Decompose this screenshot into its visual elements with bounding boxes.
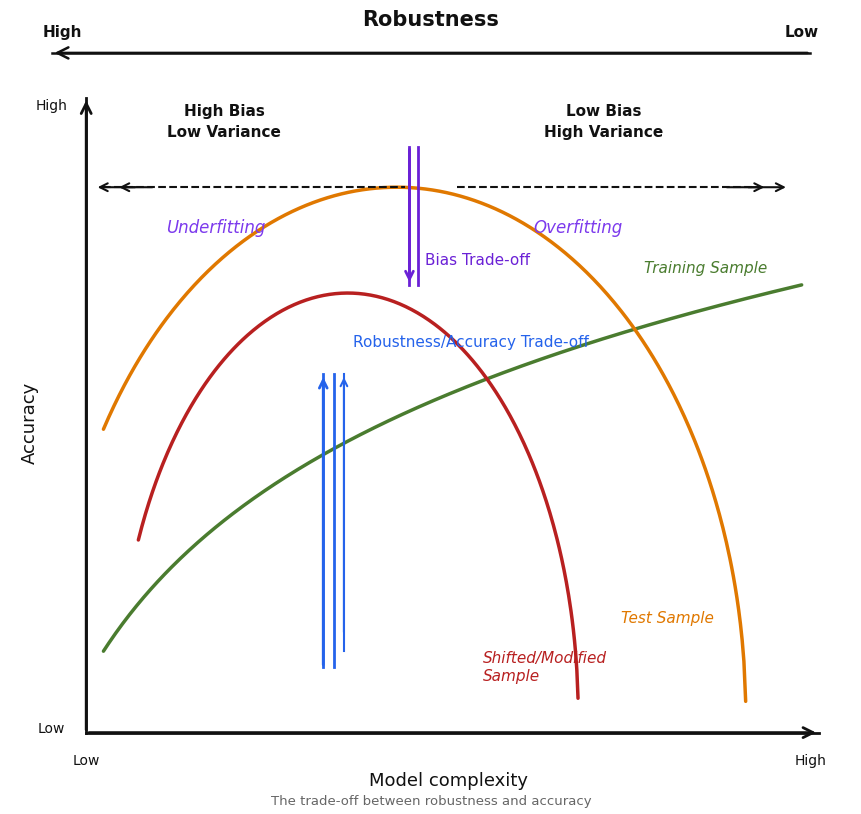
Text: Model complexity: Model complexity <box>369 772 527 790</box>
Text: Bias Trade-off: Bias Trade-off <box>424 253 530 268</box>
Text: Low Bias
High Variance: Low Bias High Variance <box>543 104 662 140</box>
Text: High: High <box>43 25 83 40</box>
Text: High: High <box>36 98 67 113</box>
Text: Training Sample: Training Sample <box>643 261 766 276</box>
Text: High: High <box>794 754 825 768</box>
Text: High Bias
Low Variance: High Bias Low Variance <box>167 104 281 140</box>
Text: The trade-off between robustness and accuracy: The trade-off between robustness and acc… <box>270 795 591 808</box>
Text: Shifted/Modified
Sample: Shifted/Modified Sample <box>482 651 606 684</box>
Text: Robustness: Robustness <box>362 11 499 30</box>
Text: Underfitting: Underfitting <box>165 219 265 237</box>
Text: Low: Low <box>72 754 100 768</box>
Text: Accuracy: Accuracy <box>22 382 39 465</box>
Text: Low: Low <box>784 25 818 40</box>
Text: Low: Low <box>38 721 65 736</box>
Text: Overfitting: Overfitting <box>532 219 622 237</box>
Text: Robustness/Accuracy Trade-off: Robustness/Accuracy Trade-off <box>353 335 589 350</box>
Text: Test Sample: Test Sample <box>620 611 713 626</box>
